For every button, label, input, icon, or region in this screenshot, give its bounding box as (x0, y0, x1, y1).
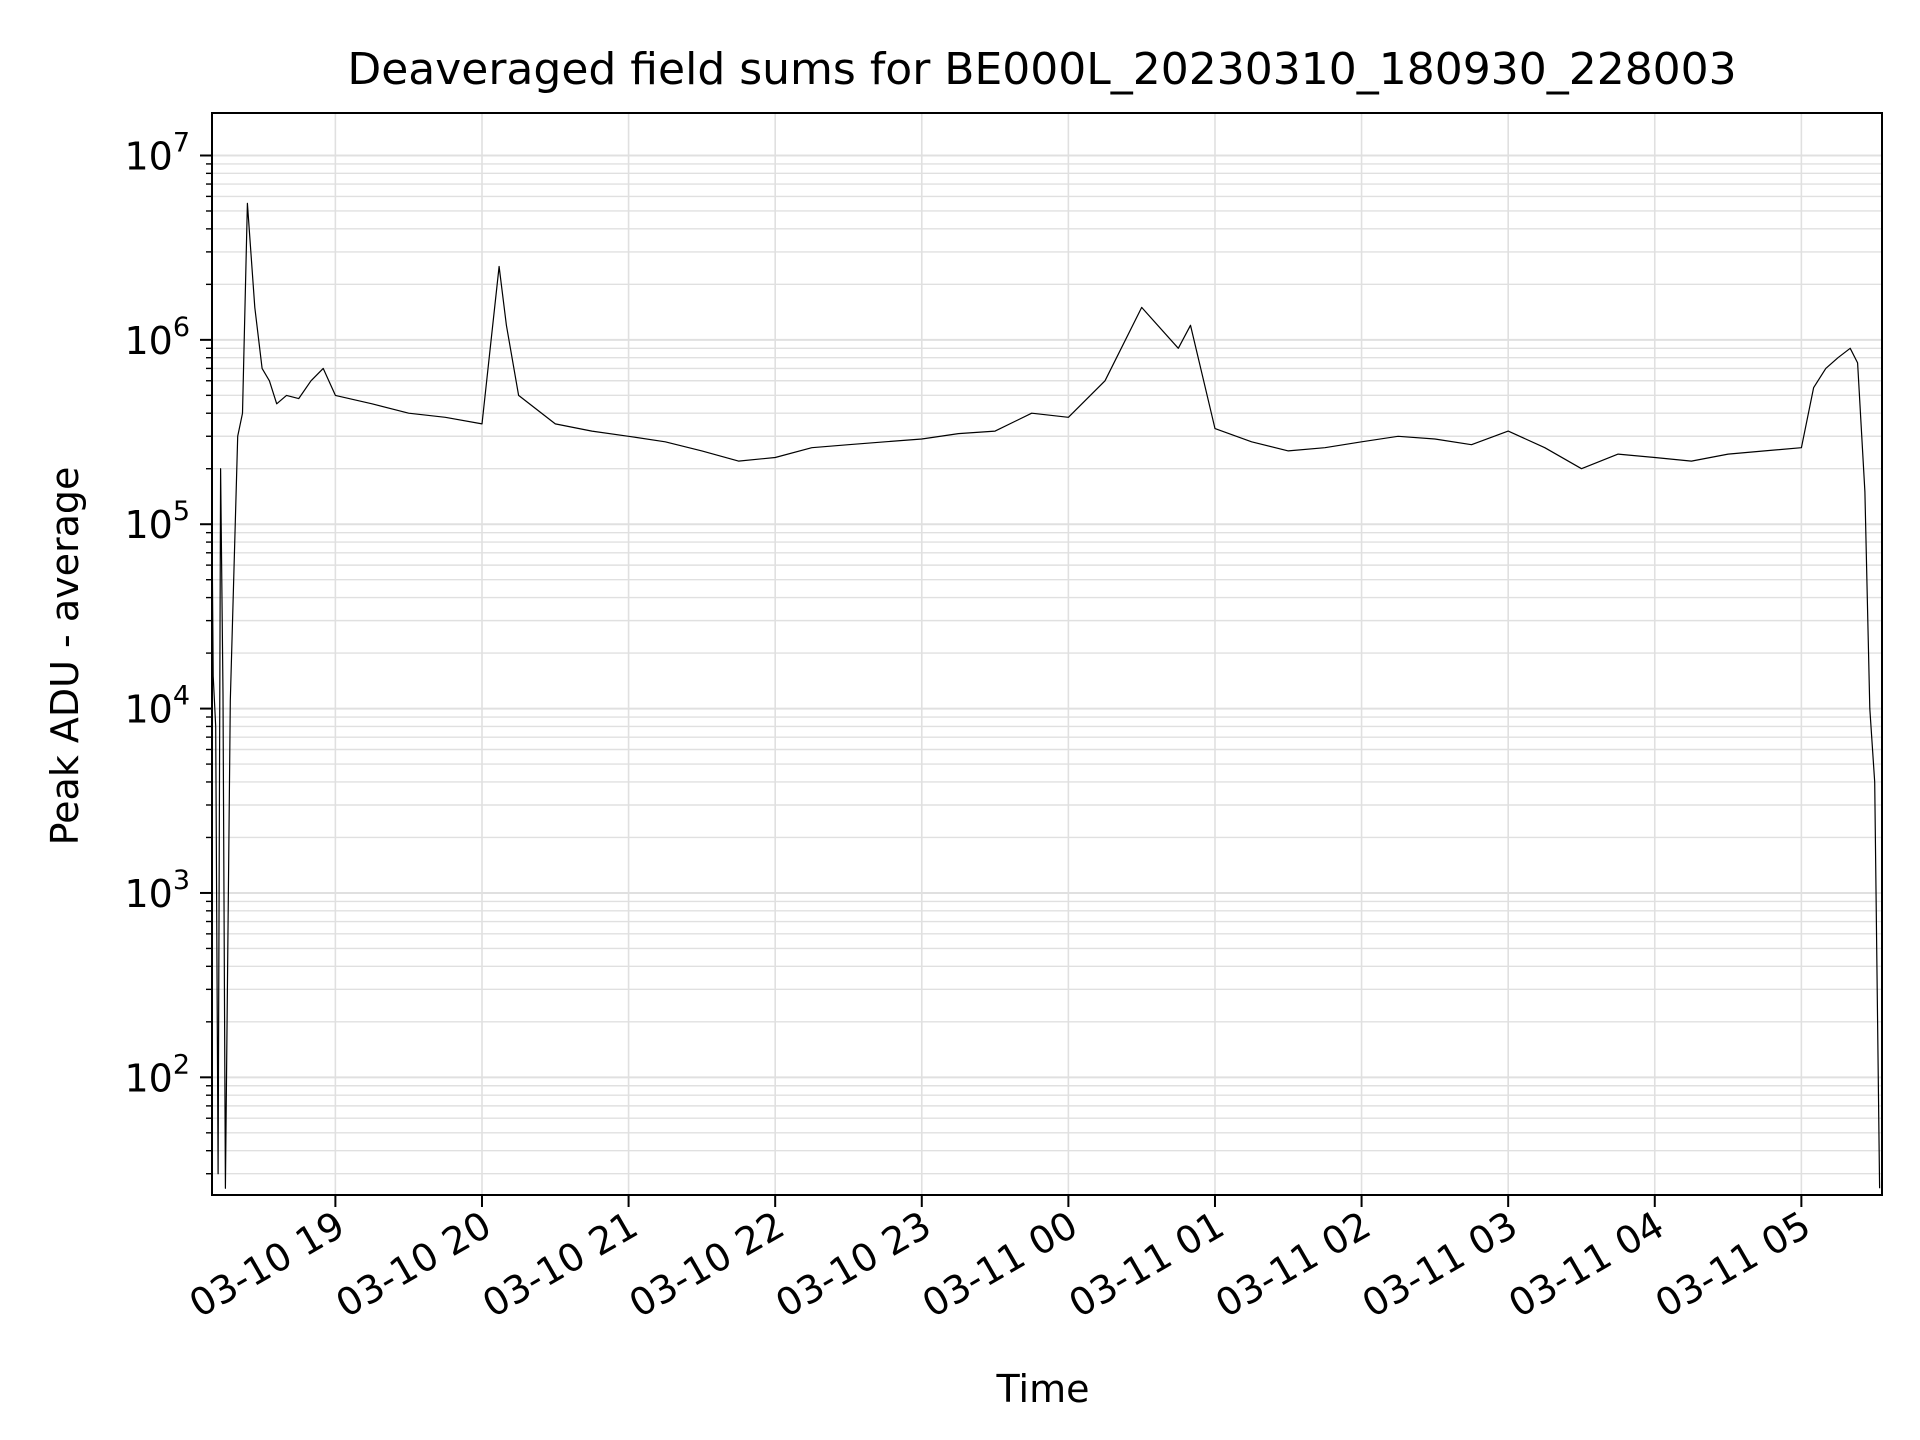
y-axis-ticks: 102 103 104 105 106 107 (124, 127, 212, 1175)
y-tick-label: 103 (124, 865, 190, 916)
x-axis-label: Time (996, 1367, 1090, 1411)
y-tick-label: 107 (124, 127, 190, 178)
plot-frame (211, 112, 1883, 1196)
series-line (211, 202, 1881, 1189)
y-tick-label: 105 (124, 496, 190, 547)
y-tick-label: 106 (124, 312, 190, 363)
y-axis-label: Peak ADU - average (43, 467, 87, 846)
y-tick-label: 102 (124, 1049, 190, 1100)
chart-title: Deaveraged field sums for BE000L_2023031… (347, 44, 1736, 95)
y-tick-label: 104 (124, 681, 190, 732)
grid (212, 113, 1882, 1195)
